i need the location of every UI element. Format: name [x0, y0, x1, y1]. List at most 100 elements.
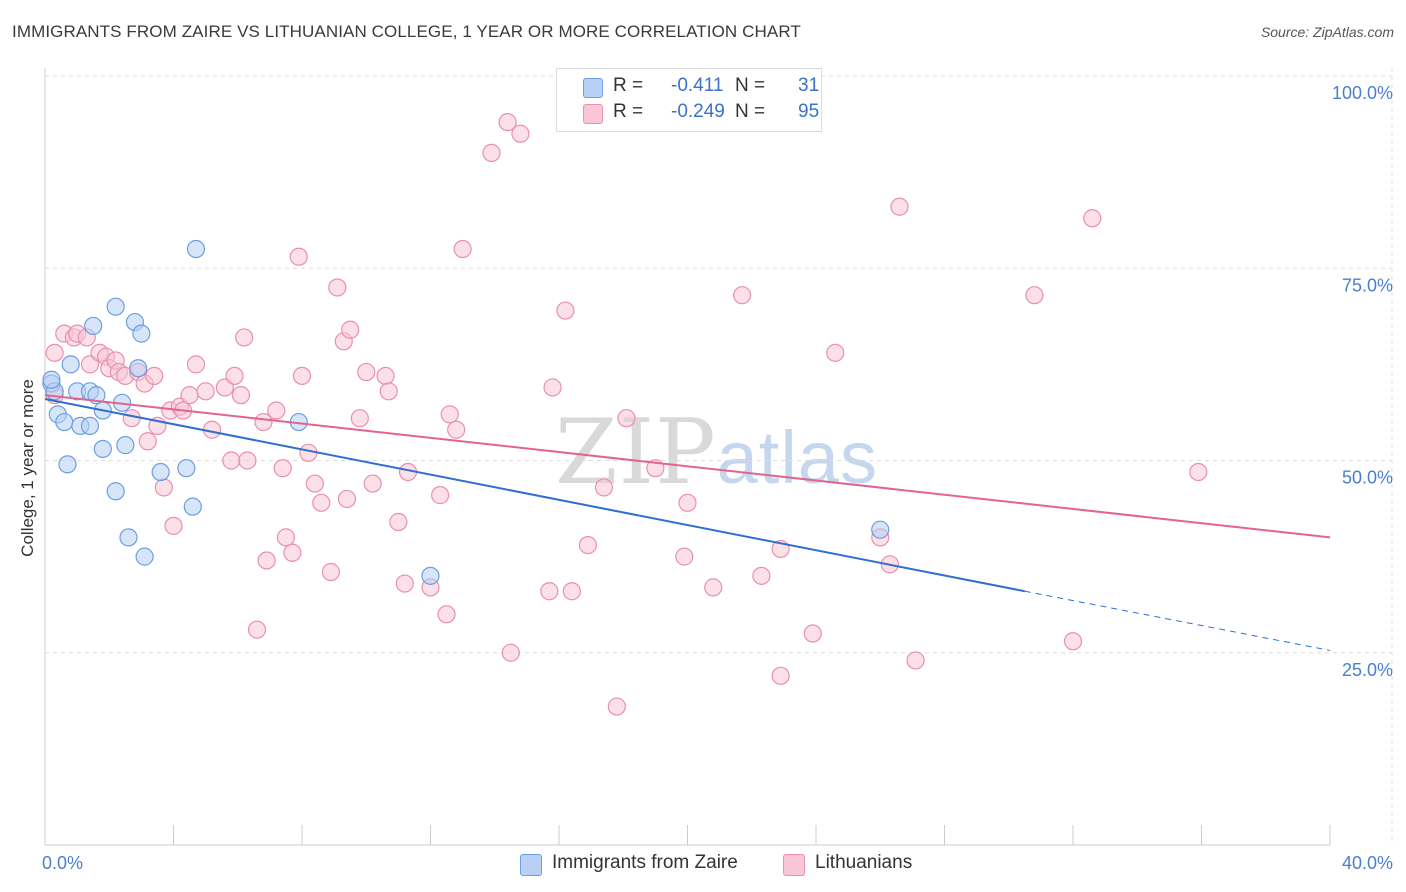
- lithuanians-point: [704, 578, 723, 597]
- lithuanians-point: [906, 651, 925, 670]
- lithuanians-point: [890, 197, 909, 216]
- zaire-point: [80, 416, 100, 435]
- lithuanians-point: [453, 239, 472, 259]
- zaire-point: [119, 528, 138, 547]
- zaire-point: [106, 297, 125, 316]
- zaire-point: [871, 520, 890, 539]
- stats-n-label: N =: [735, 101, 766, 122]
- legend-swatch-zaire: [520, 854, 542, 876]
- stats-swatch-lithuanians: [583, 104, 603, 124]
- stats-box: R = -0.411 N = 31 R = -0.249 N = 95: [556, 68, 822, 132]
- lithuanians-point: [594, 478, 614, 497]
- lithuanians-point: [447, 420, 466, 439]
- lithuanians-point: [235, 328, 254, 347]
- stats-r-label: R =: [613, 101, 644, 122]
- chart-source: Source: ZipAtlas.com: [1260, 24, 1394, 40]
- lithuanians-point: [431, 486, 450, 505]
- zaire-point: [61, 355, 80, 374]
- lithuanians-point: [154, 478, 173, 497]
- stats-r-label: R =: [613, 75, 644, 96]
- lithuanians-point: [556, 301, 575, 320]
- lithuanians-point: [305, 474, 324, 493]
- lithuanians-point: [225, 366, 244, 386]
- zaire-point: [55, 412, 74, 432]
- lithuanians-point: [312, 493, 331, 512]
- stats-n-value: 31: [798, 75, 820, 96]
- lithuanians-point: [328, 278, 347, 297]
- lithuanians-point: [321, 562, 341, 582]
- lithuanians-point: [292, 366, 312, 386]
- zaire-point: [58, 455, 77, 474]
- zaire-point: [93, 439, 112, 459]
- zaire-point: [84, 316, 103, 336]
- lithuanians-point: [1083, 209, 1102, 228]
- lithuanians-point: [752, 566, 771, 585]
- lithuanians-point: [341, 320, 360, 339]
- zaire-trend-line: [44, 397, 1026, 593]
- zaire-point: [116, 436, 135, 455]
- lithuanians-point: [180, 386, 199, 405]
- lithuanians-point: [238, 451, 257, 470]
- zaire-point: [132, 324, 151, 343]
- lithuanians-point: [562, 582, 581, 601]
- lithuanians-point: [273, 459, 292, 478]
- stats-r-value: -0.411: [671, 75, 724, 96]
- y-tick-label: 25.0%: [1342, 660, 1393, 680]
- lithuanians-point: [145, 366, 164, 386]
- zaire-point: [183, 497, 202, 516]
- lithuanians-point: [357, 362, 376, 382]
- lithuanians-point: [540, 582, 559, 601]
- zaire-point: [151, 462, 170, 482]
- lithuanians-point: [501, 643, 520, 662]
- lithuanians-point: [164, 516, 183, 535]
- chart-title: IMMIGRANTS FROM ZAIRE VS LITHUANIAN COLL…: [12, 22, 801, 41]
- lithuanians-point: [440, 405, 459, 424]
- stats-n-value: 95: [798, 101, 820, 122]
- lithuanians-point: [771, 666, 790, 685]
- y-tick-label: 50.0%: [1342, 468, 1393, 488]
- stats-n-label: N =: [735, 75, 766, 96]
- lithuanians-point: [289, 247, 308, 266]
- legend-swatch-lithuanians: [783, 854, 805, 876]
- lithuanians-trend-line: [44, 394, 1331, 539]
- lithuanians-point: [231, 386, 251, 405]
- zaire-point: [129, 359, 148, 378]
- lithuanians-point: [283, 543, 302, 562]
- zaire-points: [42, 239, 890, 585]
- lithuanians-point: [350, 409, 369, 428]
- lithuanians-point: [733, 286, 752, 305]
- x-tick-label: 40.0%: [1342, 853, 1393, 873]
- tick-labels: 25.0% 50.0% 75.0% 100.0% 0.0% 40.0%: [42, 83, 1393, 873]
- legend: Immigrants from Zaire Lithuanians: [0, 852, 1406, 878]
- zaire-point: [186, 239, 206, 259]
- lithuanians-point: [363, 474, 382, 493]
- zaire-point: [42, 370, 61, 389]
- lithuanians-point: [222, 451, 241, 470]
- lithuanians-point: [803, 624, 822, 643]
- stats-swatch-zaire: [583, 78, 603, 98]
- lithuanians-point: [267, 401, 286, 420]
- lithuanians-point: [186, 355, 206, 374]
- lithuanians-point: [45, 343, 64, 362]
- lithuanians-point: [607, 697, 626, 716]
- zaire-point: [106, 482, 125, 501]
- zaire-point: [421, 566, 440, 585]
- lithuanians-point: [247, 620, 267, 639]
- legend-label-lithuanians: Lithuanians: [815, 852, 913, 873]
- lithuanians-point: [389, 512, 408, 532]
- lithuanians-point: [1189, 462, 1208, 482]
- lithuanians-point: [254, 412, 273, 432]
- stats-r-value: -0.249: [671, 101, 725, 122]
- lithuanians-point: [379, 382, 398, 401]
- lithuanians-point: [138, 432, 157, 451]
- lithuanians-point: [437, 605, 456, 624]
- lithuanians-point: [1025, 286, 1044, 305]
- lithuanians-point: [578, 535, 598, 555]
- zaire-trend-extension: [1024, 590, 1331, 651]
- lithuanians-point: [511, 124, 530, 143]
- lithuanians-point: [482, 143, 501, 162]
- lithuanians-point: [257, 551, 276, 570]
- lithuanians-point: [1063, 632, 1083, 651]
- lithuanians-point: [196, 382, 215, 401]
